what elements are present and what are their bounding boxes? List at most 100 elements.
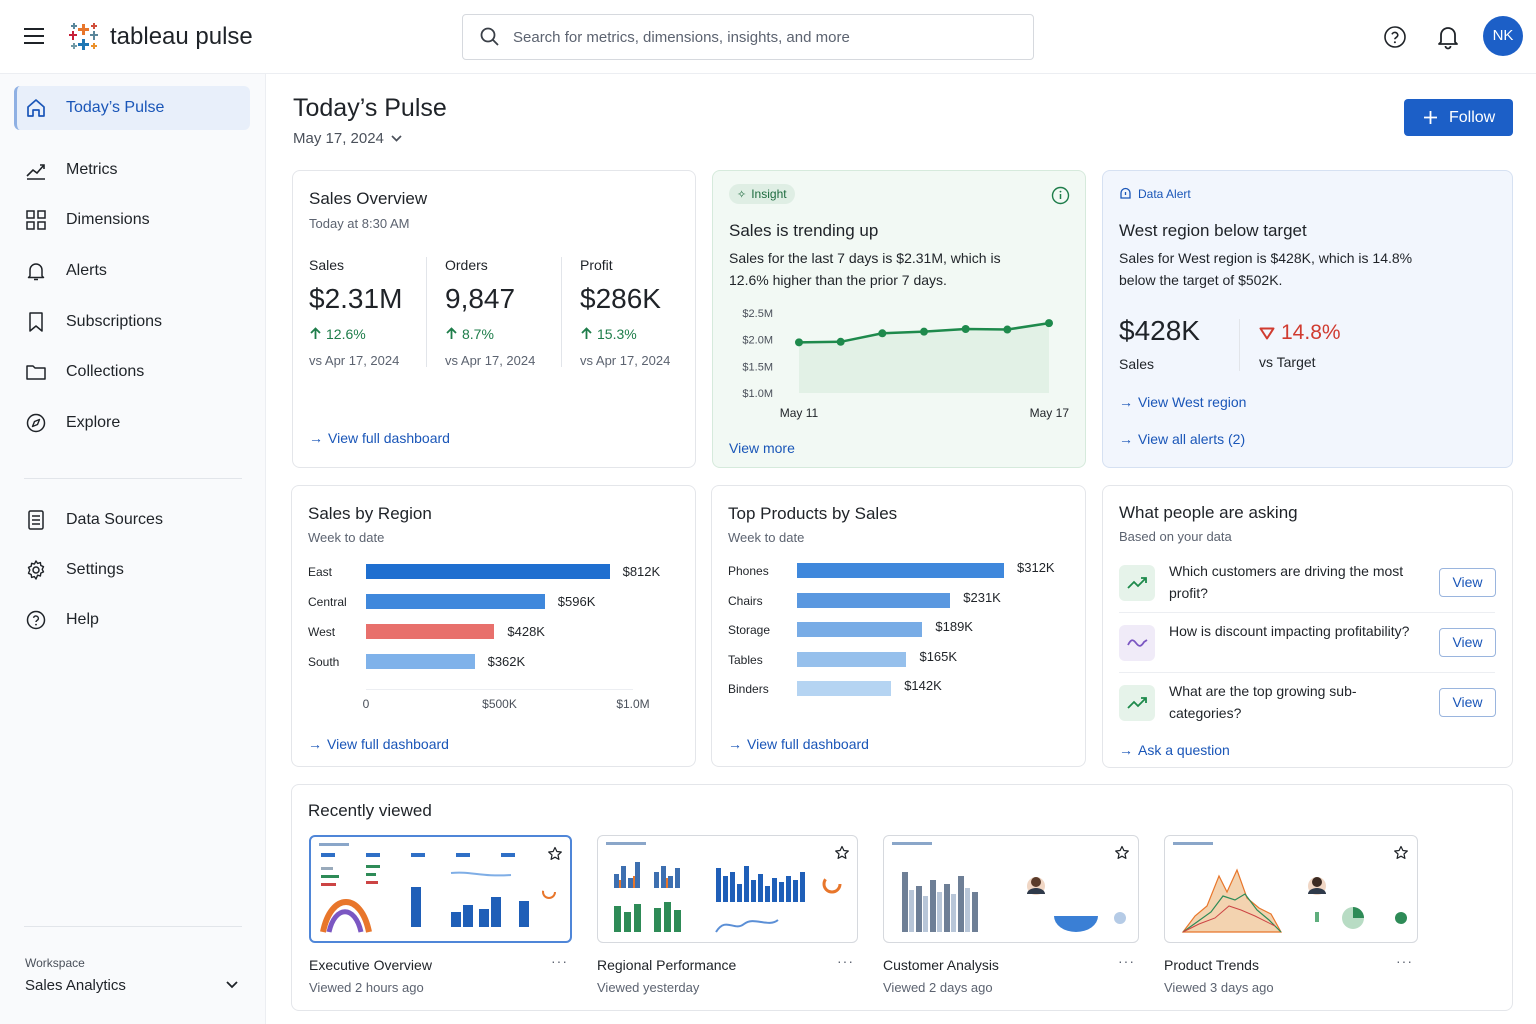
view-more-link[interactable]: View more <box>729 440 795 456</box>
help-icon[interactable] <box>1383 25 1407 49</box>
notification-bell-icon[interactable] <box>1436 24 1460 50</box>
kpi-delta: 12.6% <box>326 326 366 342</box>
sidebar-item-label: Settings <box>66 561 124 578</box>
sidebar-item-settings[interactable]: Settings <box>14 548 250 592</box>
kpi-value: 9,847 <box>445 283 516 314</box>
bar[interactable] <box>797 592 951 608</box>
bar[interactable] <box>366 594 545 609</box>
star-icon[interactable] <box>1393 845 1409 861</box>
bar[interactable] <box>797 651 907 667</box>
dashboard-thumbnail[interactable] <box>309 835 572 943</box>
alert-body: Sales for West region is $428K, which is… <box>1119 250 1413 288</box>
trend-point <box>1003 325 1012 334</box>
trend-line-chart: $2.5M $2.0M $1.5M $1.0M May 11 May 17 <box>742 308 1070 420</box>
kpi-value: $286K <box>580 283 661 314</box>
alert-title: West region below target <box>1119 221 1307 240</box>
view-full-dashboard-link[interactable]: → View full dashboard <box>308 736 449 752</box>
help-icon <box>26 610 46 630</box>
view-question-button[interactable]: View <box>1439 628 1496 657</box>
trend-point <box>961 325 970 333</box>
recent-item-name[interactable]: Executive Overview <box>309 957 432 973</box>
x-tick-label: $1.0M <box>616 697 650 711</box>
view-west-region-link[interactable]: → View West region <box>1119 394 1247 410</box>
star-icon[interactable] <box>1114 845 1130 861</box>
dashboard-preview-image <box>892 842 1126 932</box>
sidebar-item-data-sources[interactable]: Data Sources <box>14 498 250 542</box>
products-bar-chart: Phones $312K Chairs $231K Storage $189K Tables… <box>712 486 1087 726</box>
bar-category-label: West <box>308 625 336 639</box>
kpi-divider <box>426 257 427 367</box>
x-tick-label: May 17 <box>1030 406 1070 420</box>
card-title: Top Products by Sales <box>728 504 898 523</box>
sidebar-item-explore[interactable]: Explore <box>14 401 250 445</box>
view-question-button[interactable]: View <box>1439 688 1496 717</box>
page-date: May 17, 2024 <box>293 130 384 147</box>
kpi-label: Profit <box>580 257 613 273</box>
insight-body: Sales for the last 7 days is $2.31M, whi… <box>729 250 1001 288</box>
trend-up-icon <box>1127 697 1147 709</box>
dashboard-thumbnail[interactable] <box>597 835 858 943</box>
sidebar-divider <box>24 926 242 927</box>
view-all-alerts-link[interactable]: → View all alerts (2) <box>1119 431 1246 447</box>
sidebar-item-metrics[interactable]: Metrics <box>14 148 250 192</box>
view-question-button[interactable]: View <box>1439 568 1496 597</box>
bar-category-label: Phones <box>728 564 769 578</box>
bar[interactable] <box>366 654 475 669</box>
more-options-icon[interactable]: ··· <box>551 953 568 969</box>
star-icon[interactable] <box>834 845 850 861</box>
x-tick-label: 0 <box>362 697 370 711</box>
plus-icon <box>1424 111 1437 124</box>
sidebar-item-todays-pulse[interactable]: Today’s Pulse <box>14 86 250 130</box>
y-tick-label: $2.5M <box>742 308 773 320</box>
more-options-icon[interactable]: ··· <box>1396 953 1413 969</box>
trend-point <box>920 327 928 336</box>
view-full-dashboard-link[interactable]: → View full dashboard <box>309 430 450 446</box>
hamburger-menu-icon[interactable] <box>24 27 46 45</box>
wave-icon <box>1127 639 1148 647</box>
bar[interactable] <box>797 622 923 637</box>
sidebar-item-help[interactable]: Help <box>14 598 250 642</box>
trend-point <box>878 329 887 338</box>
question-icon-box <box>1119 685 1155 721</box>
bar[interactable] <box>366 624 495 639</box>
bar[interactable] <box>797 681 892 696</box>
workspace-selector[interactable]: Sales Analytics <box>14 972 250 1000</box>
sidebar-divider <box>24 478 242 479</box>
sidebar-item-subscriptions[interactable]: Subscriptions <box>14 300 250 344</box>
sidebar-item-collections[interactable]: Collections <box>14 350 250 394</box>
recent-item-name[interactable]: Regional Performance <box>597 957 737 973</box>
more-options-icon[interactable]: ··· <box>1118 953 1135 969</box>
dashboard-thumbnail[interactable] <box>1164 835 1418 943</box>
arrow-up-icon <box>446 327 457 339</box>
follow-button[interactable]: Follow <box>1404 99 1513 136</box>
data-alert-tag: Data Alert <box>1119 184 1191 204</box>
trend-point <box>836 337 845 346</box>
what-people-are-asking-card: What people are asking Based on your dat… <box>1102 485 1513 768</box>
ask-a-question-link[interactable]: → Ask a question <box>1119 742 1230 758</box>
card-subtitle: Week to date <box>308 530 385 545</box>
sidebar-item-dimensions[interactable]: Dimensions <box>14 198 250 242</box>
info-icon[interactable] <box>1051 186 1070 205</box>
app-name: tableau pulse <box>110 23 253 50</box>
kpi-label: Orders <box>445 257 488 273</box>
date-selector[interactable]: May 17, 2024 <box>293 128 408 150</box>
arrow-right-icon: → <box>1119 431 1133 447</box>
user-avatar[interactable]: NK <box>1483 16 1523 56</box>
search-input[interactable]: Search for metrics, dimensions, insights… <box>462 14 1034 60</box>
star-icon[interactable] <box>547 846 563 862</box>
recent-item-name[interactable]: Customer Analysis <box>883 957 999 973</box>
bar[interactable] <box>366 564 610 579</box>
recent-item-name[interactable]: Product Trends <box>1164 957 1259 973</box>
page-title: Today’s Pulse <box>293 94 447 122</box>
arrow-right-icon: → <box>1119 742 1133 758</box>
dashboard-thumbnail[interactable] <box>883 835 1139 943</box>
data-source-icon <box>28 510 44 530</box>
view-full-dashboard-link[interactable]: → View full dashboard <box>728 736 869 752</box>
trend-point <box>1045 319 1053 328</box>
bar[interactable] <box>797 563 1004 578</box>
bar-value-label: $312K <box>1017 560 1055 575</box>
bar-value-label: $596K <box>557 594 596 609</box>
question-text: How is discount impacting profitability? <box>1169 623 1410 639</box>
more-options-icon[interactable]: ··· <box>837 953 854 969</box>
sidebar-item-alerts[interactable]: Alerts <box>14 249 250 293</box>
